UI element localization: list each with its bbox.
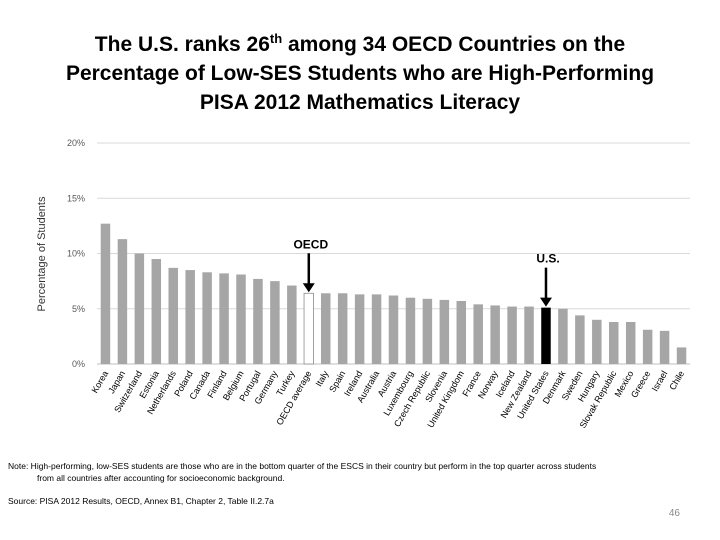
y-tick-label: 0% (72, 359, 85, 369)
bar (354, 294, 365, 364)
bar (592, 319, 602, 364)
bar (388, 295, 399, 364)
x-tick-label: Chile (667, 369, 686, 392)
bar (134, 253, 145, 364)
bar (541, 307, 551, 364)
title-line-3: PISA 2012 Mathematics Literacy (199, 91, 521, 114)
bar (642, 329, 653, 364)
bar (473, 304, 483, 364)
y-tick-label: 15% (67, 193, 85, 203)
bar (507, 306, 517, 364)
bar (100, 223, 111, 364)
bar (270, 281, 280, 364)
bar (676, 347, 687, 364)
bar (609, 322, 619, 364)
bar (456, 301, 467, 364)
bar (422, 298, 433, 364)
x-tick-label: Israel (650, 369, 670, 393)
bar (168, 267, 178, 364)
y-tick-label: 5% (72, 304, 85, 314)
bar (439, 299, 450, 364)
bar (575, 315, 585, 364)
bar (371, 294, 382, 364)
annotation-arrowhead (539, 297, 552, 307)
bar (659, 330, 670, 364)
chart-note: Note: High-performing, low-SES students … (8, 461, 597, 483)
y-tick-label: 10% (67, 249, 85, 259)
bar (185, 270, 195, 364)
bar (219, 273, 229, 364)
bar (524, 306, 534, 364)
annotation-arrowhead (302, 283, 315, 293)
bar (287, 285, 297, 364)
bar (405, 297, 416, 364)
bar (303, 292, 314, 365)
y-tick-label: 20% (67, 138, 85, 148)
bar (117, 239, 128, 364)
bar (253, 278, 263, 364)
bar-chart: 0%5%10%15%20%Percentage of StudentsKorea… (36, 138, 690, 430)
bar (337, 293, 348, 364)
source-citation: Source: PISA 2012 Results, OECD, Annex B… (8, 496, 274, 506)
bar (490, 305, 500, 364)
title-superscript: th (269, 31, 283, 46)
y-axis-label: Percentage of Students (36, 196, 48, 311)
slide-title: The U.S. ranks 26th among 34 OECD Countr… (20, 30, 700, 117)
x-tick-label: Italy (314, 369, 331, 389)
page-number: 46 (668, 508, 680, 519)
bar (320, 293, 331, 364)
bar (558, 308, 568, 364)
annotation-label: U.S. (536, 252, 559, 266)
annotation-label: OECD (293, 237, 328, 251)
title-line-2: Percentage of Low-SES Students who are H… (65, 62, 655, 85)
bar (202, 272, 212, 364)
bar (236, 274, 246, 364)
bar (151, 259, 162, 364)
bar (625, 322, 636, 364)
title-line-1: The U.S. ranks 26th among 34 OECD Countr… (94, 31, 626, 56)
